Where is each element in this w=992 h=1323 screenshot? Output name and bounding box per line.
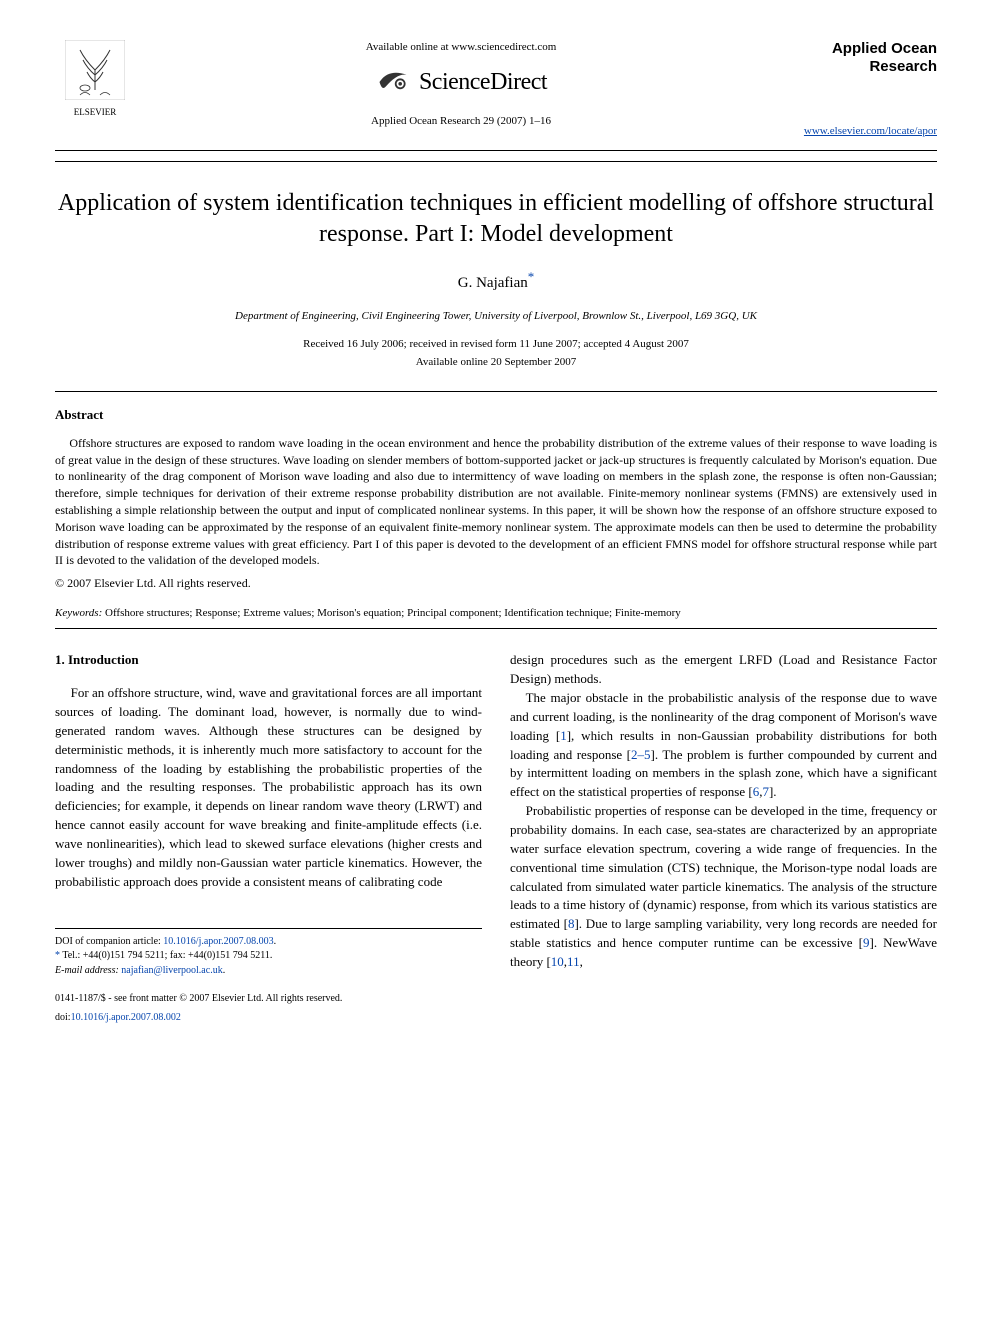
sciencedirect-swoosh-icon <box>375 64 411 100</box>
sciencedirect-text: ScienceDirect <box>419 65 547 100</box>
email-suffix: . <box>223 965 226 976</box>
author-line: G. Najafian* <box>55 268 937 295</box>
keywords-text: Offshore structures; Response; Extreme v… <box>102 607 681 619</box>
column-left: 1. Introduction For an offshore structur… <box>55 651 482 978</box>
corresponding-author-line: * Tel.: +44(0)151 794 5211; fax: +44(0)1… <box>55 949 482 964</box>
column-right: design procedures such as the emergent L… <box>510 651 937 978</box>
ref-link-11[interactable]: 11 <box>567 954 580 969</box>
journal-reference: Applied Ocean Research 29 (2007) 1–16 <box>155 114 767 130</box>
header-rule-1 <box>55 150 937 151</box>
abstract-bottom-rule <box>55 628 937 629</box>
journal-name-line1: Applied Ocean <box>832 40 937 57</box>
paper-page: ELSEVIER Available online at www.science… <box>0 0 992 1055</box>
affiliation: Department of Engineering, Civil Enginee… <box>55 309 937 325</box>
companion-doi-label: DOI of companion article: <box>55 936 163 947</box>
ref-link-2-5[interactable]: 2–5 <box>631 747 651 762</box>
companion-doi-link[interactable]: 10.1016/j.apor.2007.08.003 <box>163 936 273 947</box>
companion-doi-line: DOI of companion article: 10.1016/j.apor… <box>55 935 482 950</box>
header: ELSEVIER Available online at www.science… <box>55 40 937 140</box>
history-line-2: Available online 20 September 2007 <box>55 355 937 371</box>
footer-doi-link[interactable]: 10.1016/j.apor.2007.08.002 <box>71 1012 181 1023</box>
footnotes-block: DOI of companion article: 10.1016/j.apor… <box>55 928 482 979</box>
center-header: Available online at www.sciencedirect.co… <box>135 40 787 130</box>
footer-issn-line: 0141-1187/$ - see front matter © 2007 El… <box>55 992 937 1007</box>
footer-doi-prefix: doi: <box>55 1012 71 1023</box>
email-label: E-mail address: <box>55 965 119 976</box>
history-line-1: Received 16 July 2006; received in revis… <box>55 337 937 353</box>
abstract-text: Offshore structures are exposed to rando… <box>55 435 937 569</box>
footer-doi-line: doi:10.1016/j.apor.2007.08.002 <box>55 1007 937 1026</box>
intro-para-1: For an offshore structure, wind, wave an… <box>55 684 482 891</box>
abstract-top-rule <box>55 391 937 392</box>
journal-name-box: Applied Ocean Research www.elsevier.com/… <box>787 40 937 140</box>
abstract-heading: Abstract <box>55 406 937 425</box>
ref-link-10[interactable]: 10 <box>551 954 564 969</box>
intro-para-1-cont: design procedures such as the emergent L… <box>510 651 937 689</box>
keywords-line: Keywords: Offshore structures; Response;… <box>55 606 937 622</box>
keywords-label: Keywords: <box>55 607 102 619</box>
companion-doi-suffix: . <box>274 936 277 947</box>
p3-text-a: Probabilistic properties of response can… <box>510 803 937 931</box>
elsevier-label: ELSEVIER <box>55 106 135 119</box>
email-line: E-mail address: najafian@liverpool.ac.uk… <box>55 964 482 979</box>
section-heading-introduction: 1. Introduction <box>55 651 482 670</box>
sciencedirect-logo: ScienceDirect <box>155 64 767 100</box>
body-columns: 1. Introduction For an offshore structur… <box>55 651 937 978</box>
elsevier-logo: ELSEVIER <box>55 40 135 119</box>
abstract-copyright: © 2007 Elsevier Ltd. All rights reserved… <box>55 575 937 592</box>
elsevier-tree-icon <box>65 40 125 100</box>
author-corresponding-marker[interactable]: * <box>528 269 535 284</box>
author-name: G. Najafian <box>458 275 528 291</box>
email-link[interactable]: najafian@liverpool.ac.uk <box>119 965 223 976</box>
header-rule-2 <box>55 161 937 162</box>
journal-url-link[interactable]: www.elsevier.com/locate/apor <box>787 124 937 140</box>
article-title: Application of system identification tec… <box>55 188 937 250</box>
intro-para-3: Probabilistic properties of response can… <box>510 802 937 972</box>
corresponding-tel: Tel.: +44(0)151 794 5211; fax: +44(0)151… <box>60 950 272 961</box>
p2-text-d: ]. <box>769 784 777 799</box>
intro-para-2: The major obstacle in the probabilistic … <box>510 689 937 802</box>
p3-text-d: , <box>580 954 583 969</box>
journal-name-line2: Research <box>869 58 937 75</box>
available-online-text: Available online at www.sciencedirect.co… <box>155 40 767 56</box>
journal-name: Applied Ocean Research <box>787 40 937 76</box>
